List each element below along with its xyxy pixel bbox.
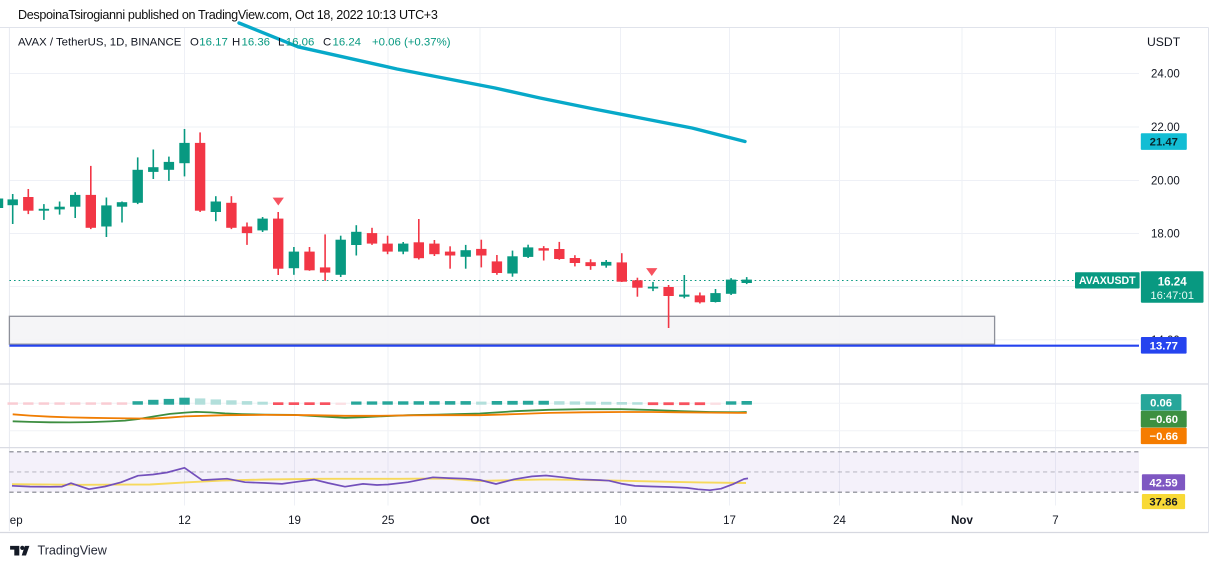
svg-text:C: C <box>323 37 331 49</box>
svg-text:L: L <box>278 37 284 49</box>
svg-text:TradingView: TradingView <box>38 544 108 558</box>
svg-text:H: H <box>232 37 240 49</box>
svg-text:O: O <box>190 37 199 49</box>
svg-text:−0.60: −0.60 <box>1150 414 1179 426</box>
svg-text:20.00: 20.00 <box>1151 176 1180 188</box>
svg-text:Oct: Oct <box>470 515 489 527</box>
svg-text:USDT: USDT <box>1147 35 1181 49</box>
svg-text:37.86: 37.86 <box>1149 497 1177 509</box>
svg-text:16.17: 16.17 <box>199 37 228 49</box>
svg-text:AVAX / TetherUS, 1D, BINANCE: AVAX / TetherUS, 1D, BINANCE <box>18 37 182 49</box>
svg-text:18.00: 18.00 <box>1151 229 1180 241</box>
svg-text:13.77: 13.77 <box>1150 340 1178 352</box>
svg-text:24.00: 24.00 <box>1151 69 1180 81</box>
svg-text:25: 25 <box>382 515 395 527</box>
svg-text:16.36: 16.36 <box>242 37 271 49</box>
svg-text:ep: ep <box>10 515 23 527</box>
svg-text:16:47:01: 16:47:01 <box>1150 290 1194 302</box>
svg-text:12: 12 <box>178 515 191 527</box>
svg-text:16.24: 16.24 <box>1158 275 1188 288</box>
svg-text:21.47: 21.47 <box>1150 137 1178 149</box>
svg-text:10: 10 <box>614 515 627 527</box>
svg-text:16.06: 16.06 <box>286 37 315 49</box>
svg-text:16.24: 16.24 <box>333 37 362 49</box>
svg-text:AVAXUSDT: AVAXUSDT <box>1079 275 1136 287</box>
svg-text:19: 19 <box>288 515 301 527</box>
svg-text:0.06: 0.06 <box>1150 397 1172 409</box>
svg-text:24: 24 <box>833 515 846 527</box>
svg-text:+0.06 (+0.37%): +0.06 (+0.37%) <box>372 37 451 49</box>
svg-text:7: 7 <box>1052 515 1058 527</box>
svg-text:22.00: 22.00 <box>1151 122 1180 134</box>
svg-text:DespoinaTsirogianni published: DespoinaTsirogianni published on Trading… <box>18 8 438 22</box>
svg-text:17: 17 <box>723 515 736 527</box>
svg-text:−0.66: −0.66 <box>1150 431 1179 443</box>
svg-text:42.59: 42.59 <box>1149 477 1177 489</box>
svg-text:Nov: Nov <box>951 515 973 527</box>
